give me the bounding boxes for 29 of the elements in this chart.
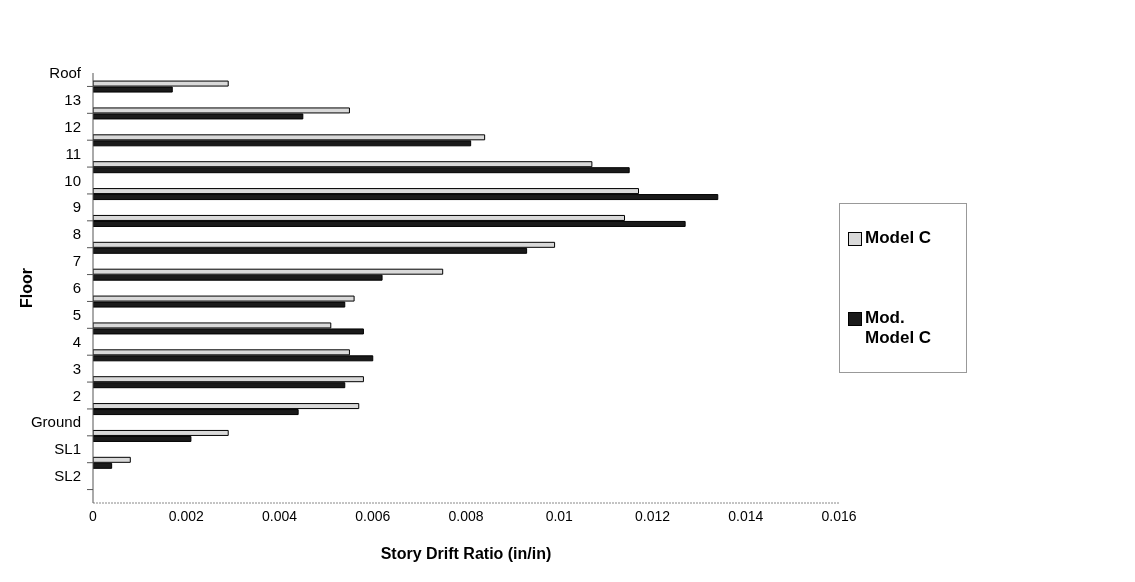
x-tick-label: 0.012	[634, 507, 671, 524]
y-tick-label: Ground	[30, 413, 81, 431]
y-tick-label: 7	[72, 252, 81, 270]
x-tick-label: 0.014	[728, 507, 764, 524]
x-tick-label: 0.008	[448, 507, 484, 524]
y-tick-label: 3	[72, 359, 81, 377]
y-tick-label: 12	[64, 117, 81, 135]
x-tick-label: 0.002	[168, 507, 204, 524]
y-tick-label: 9	[72, 198, 81, 216]
x-tick-label: 0.016	[821, 507, 857, 524]
x-tick-label: 0.01	[545, 507, 574, 524]
legend-label: Mod. Model C	[865, 308, 933, 348]
y-tick-label: 5	[72, 305, 81, 323]
y-tick-label: 11	[65, 144, 81, 162]
y-tick-label: 10	[64, 171, 81, 189]
y-tick-label: Roof	[49, 64, 82, 81]
y-tick-label: SL2	[54, 467, 81, 485]
y-tick-label: 13	[64, 90, 81, 108]
y-tick-label: 4	[72, 332, 81, 350]
y-tick-label: 6	[72, 279, 81, 296]
x-axis-title: Story Drift Ratio (in/in)	[380, 545, 552, 562]
x-tick-label: 0	[89, 507, 98, 524]
y-axis-title: Floor	[17, 268, 35, 308]
legend-label: Model C	[865, 228, 932, 248]
y-tick-label: 8	[72, 225, 81, 243]
y-tick-label: SL1	[54, 440, 81, 458]
x-tick-label: 0.006	[355, 507, 391, 524]
y-tick-label: 2	[72, 386, 81, 404]
x-tick-label: 0.004	[261, 507, 298, 524]
